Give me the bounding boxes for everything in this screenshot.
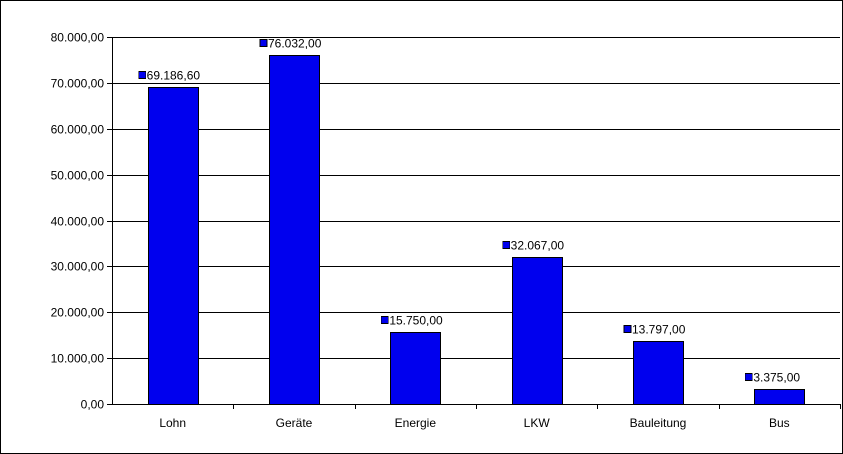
- y-tick-label: 60.000,00: [51, 123, 105, 137]
- x-tick-label: Bus: [769, 416, 790, 430]
- bars: [148, 55, 805, 405]
- axes: [107, 37, 841, 409]
- y-tick-label: 80.000,00: [51, 31, 105, 45]
- y-tick-label: 30.000,00: [51, 260, 105, 274]
- data-label-marker: [380, 316, 389, 324]
- data-label: 13.797,00: [632, 323, 686, 337]
- bar-energie: [390, 332, 441, 405]
- data-label: 15.750,00: [389, 314, 443, 328]
- gridlines: [112, 37, 840, 359]
- y-tick-label: 50.000,00: [51, 169, 105, 183]
- data-label-marker: [259, 39, 268, 47]
- y-tick-label: 10.000,00: [51, 352, 105, 366]
- x-tick-label: LKW: [524, 416, 551, 430]
- data-label-marker: [623, 325, 632, 333]
- data-label-marker: [138, 71, 147, 79]
- bar-bus: [754, 389, 805, 405]
- x-tick-label: Energie: [395, 416, 437, 430]
- bar-lkw: [512, 257, 563, 405]
- x-tick-label: Bauleitung: [630, 416, 687, 430]
- data-label-marker: [744, 373, 753, 381]
- bar-bauleitung: [633, 341, 684, 405]
- y-tick-label: 40.000,00: [51, 215, 105, 229]
- data-label-marker: [502, 241, 511, 249]
- x-tick-label: Lohn: [159, 416, 186, 430]
- labels: 0,00 10.000,00 20.000,00 30.000,00 40.000,00…: [51, 31, 801, 431]
- y-tick-label: 0,00: [81, 398, 105, 412]
- data-label: 3.375,00: [753, 371, 800, 385]
- data-label: 76.032,00: [268, 37, 322, 51]
- x-tick-label: Geräte: [276, 416, 313, 430]
- bar-geräte: [269, 55, 320, 405]
- data-label: 69.186,60: [147, 69, 201, 83]
- data-label: 32.067,00: [511, 239, 565, 253]
- y-tick-label: 70.000,00: [51, 77, 105, 91]
- bar-lohn: [148, 87, 199, 405]
- y-tick-label: 20.000,00: [51, 306, 105, 320]
